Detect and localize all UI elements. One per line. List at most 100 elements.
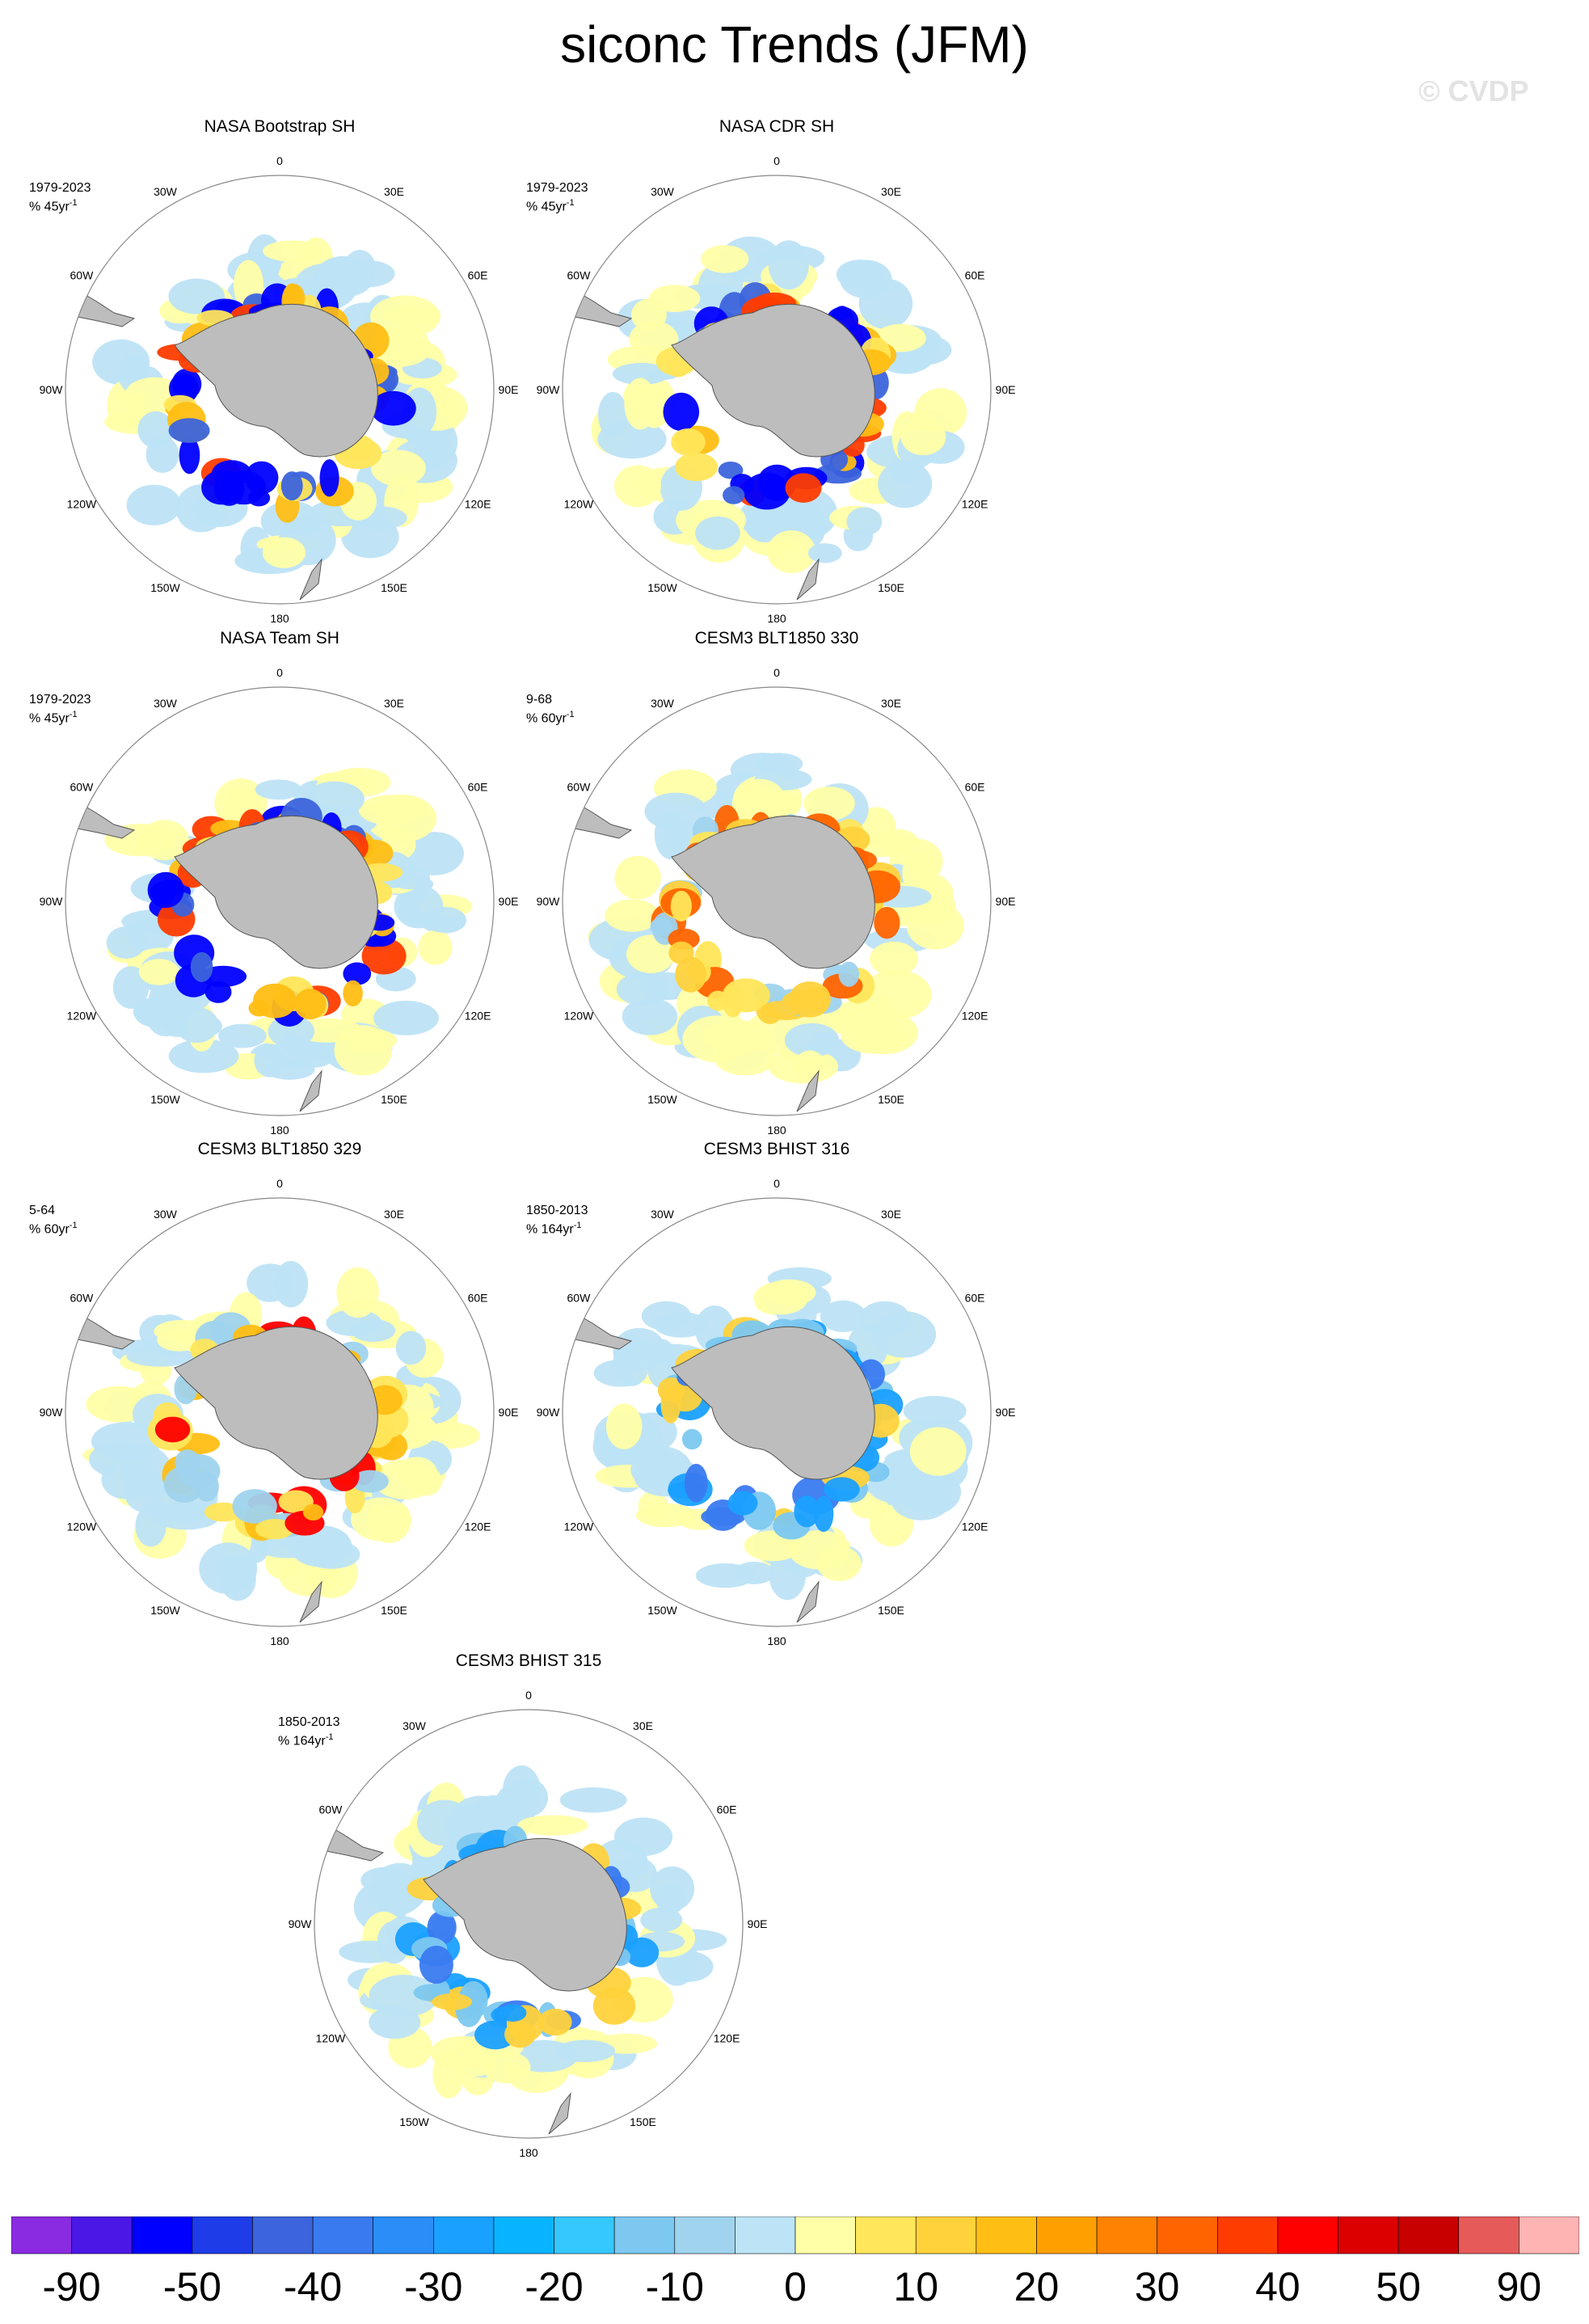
colorbar-swatch	[192, 2216, 253, 2254]
longitude-label: 60W	[70, 1292, 95, 1305]
colorbar-tick-label: -40	[283, 2264, 343, 2309]
colorbar-swatch	[674, 2216, 735, 2254]
longitude-label: 90W	[537, 1406, 561, 1419]
colorbar-swatch	[493, 2216, 554, 2254]
longitude-label: 180	[767, 1634, 786, 1647]
longitude-label: 180	[270, 1634, 289, 1647]
south-america-landmass	[77, 292, 136, 327]
longitude-label: 90E	[996, 1406, 1016, 1419]
new-zealand-landmass	[299, 1069, 322, 1112]
polar-map: 0 30E 60E 90E 120E 150E 180 150W 120W 90W 60W 30W	[537, 666, 1016, 1137]
colorbar-swatch	[735, 2216, 796, 2254]
polar-map: 0 30E 60E 90E 120E 150E 180 150W 120W 90W 60W 30W	[289, 1689, 768, 2159]
antarctica-landmass	[423, 1837, 627, 1992]
longitude-label: 150E	[381, 1604, 407, 1617]
longitude-label: 120W	[67, 1010, 97, 1023]
colorbar-swatch	[1519, 2216, 1579, 2254]
colorbar-tick-label: -30	[404, 2264, 463, 2309]
antarctica-landmass	[174, 1326, 378, 1480]
longitude-label: 30E	[384, 697, 404, 710]
new-zealand-landmass	[548, 2092, 571, 2135]
longitude-label: 60W	[70, 269, 95, 282]
longitude-label: 30E	[881, 697, 901, 710]
longitude-label: 120W	[67, 1521, 97, 1533]
longitude-label: 60E	[717, 1803, 737, 1816]
colorbar-swatch	[1397, 2216, 1460, 2254]
polar-map: 0 30E 60E 90E 120E 150E 180 150W 120W 90W 60W 30W	[40, 1177, 519, 1647]
new-zealand-landmass	[796, 1069, 820, 1112]
longitude-label: 0	[276, 666, 283, 679]
longitude-label: 90E	[996, 383, 1016, 396]
panel-title: NASA Team SH	[220, 629, 339, 647]
map-boundary	[562, 175, 992, 605]
longitude-label: 60E	[965, 1292, 985, 1305]
colorbar-swatch	[312, 2216, 373, 2254]
longitude-label: 90W	[40, 383, 64, 396]
trend-field	[82, 1261, 480, 1601]
south-america-landmass	[77, 803, 136, 839]
longitude-label: 150W	[647, 1093, 677, 1106]
longitude-label: 30W	[154, 697, 178, 710]
south-america-landmass	[326, 1826, 385, 1862]
longitude-label: 150E	[878, 1604, 904, 1617]
trend-units: % 60yr-1	[526, 710, 575, 726]
colorbar-swatch	[1458, 2216, 1519, 2254]
longitude-label: 90W	[537, 383, 561, 396]
colorbar-tick-label: -90	[42, 2264, 101, 2309]
longitude-label: 120W	[564, 1521, 594, 1533]
panel-title: NASA CDR SH	[719, 117, 835, 136]
south-america-landmass	[574, 803, 633, 839]
colorbar-swatch	[11, 2216, 72, 2254]
colorbar-swatch	[915, 2216, 977, 2254]
longitude-label: 120E	[962, 1010, 988, 1023]
colorbar-tick-label: 90	[1496, 2264, 1542, 2309]
longitude-label: 150E	[381, 581, 407, 594]
period-years: 1979-2023	[526, 181, 588, 195]
longitude-label: 120E	[714, 2032, 740, 2045]
longitude-label: 60W	[567, 781, 592, 794]
longitude-label: 90E	[499, 383, 519, 396]
colorbar-tick-label: 40	[1255, 2264, 1300, 2309]
longitude-label: 30E	[881, 1208, 901, 1221]
longitude-label: 30W	[651, 697, 675, 710]
longitude-label: 180	[767, 612, 786, 625]
colorbar-swatch	[794, 2216, 856, 2254]
period-years: 5-64	[29, 1204, 56, 1217]
longitude-label: 30E	[384, 1208, 404, 1221]
antarctica-landmass	[174, 815, 378, 969]
trend-field	[339, 1765, 727, 2098]
map-panel: CESM3 BLT1850 330 0 30E 60E 90E 120E 150E 180 15…	[502, 629, 1052, 1138]
colorbar-swatch	[1096, 2216, 1157, 2254]
longitude-label: 90W	[40, 895, 64, 908]
panel-title: CESM3 BLT1850 330	[694, 629, 859, 647]
trend-period: 1979-2023 % 45yr-1	[29, 180, 91, 214]
south-america-landmass	[574, 292, 633, 327]
trend-units: % 45yr-1	[526, 198, 575, 214]
trend-period: 1979-2023 % 45yr-1	[29, 692, 91, 726]
longitude-label: 180	[767, 1124, 786, 1137]
longitude-label: 120E	[962, 1521, 988, 1533]
map-boundary	[65, 686, 495, 1116]
longitude-label: 120W	[67, 498, 97, 511]
longitude-label: 150E	[381, 1093, 407, 1106]
longitude-label: 30W	[154, 1208, 178, 1221]
longitude-label: 60E	[468, 1292, 488, 1305]
new-zealand-landmass	[796, 558, 820, 601]
longitude-label: 150W	[647, 1604, 677, 1617]
watermark: © CVDP	[1418, 74, 1529, 108]
panel-title: CESM3 BLT1850 329	[197, 1140, 362, 1158]
longitude-label: 90E	[499, 1406, 519, 1419]
panel-title: CESM3 BHIST 316	[703, 1140, 850, 1158]
longitude-label: 30W	[154, 185, 178, 198]
longitude-label: 60E	[468, 269, 488, 282]
colorbar-swatch	[1277, 2216, 1338, 2254]
colorbar-swatch	[71, 2216, 133, 2254]
colorbar-swatch	[1036, 2216, 1098, 2254]
longitude-label: 150W	[399, 2115, 429, 2128]
longitude-label: 0	[525, 1689, 532, 1702]
longitude-label: 120E	[465, 498, 491, 511]
polar-map: 0 30E 60E 90E 120E 150E 180 150W 120W 90W 60W 30W	[40, 666, 519, 1137]
longitude-label: 30W	[651, 1208, 675, 1221]
map-panel: NASA CDR SH 0 30E 60E 90E 120E 150E 180 150W 120W…	[502, 117, 1052, 626]
colorbar-tick-label: -10	[645, 2264, 704, 2309]
